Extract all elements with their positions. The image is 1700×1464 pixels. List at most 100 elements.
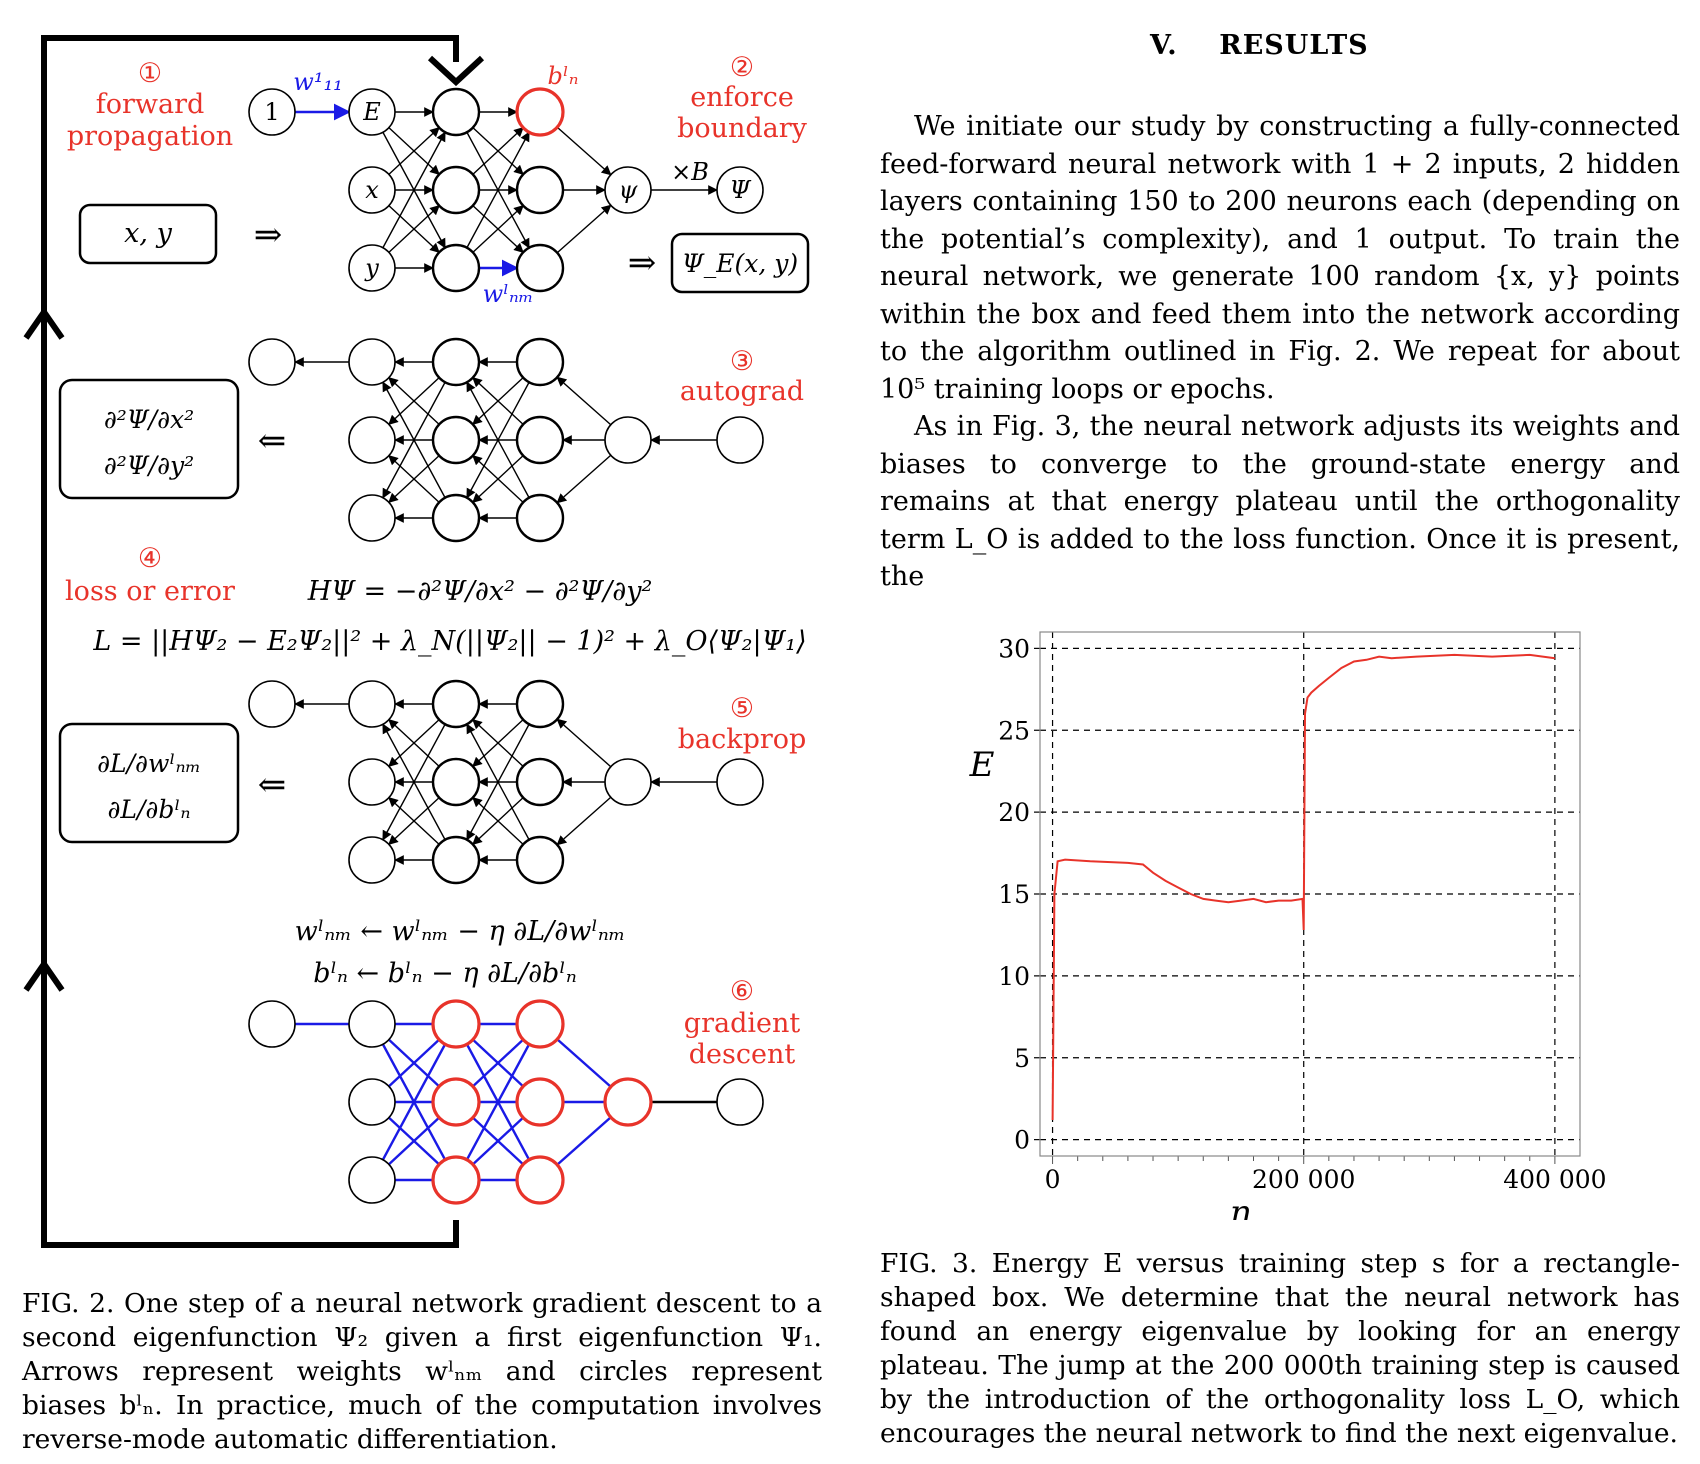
fig2-caption-text: FIG. 2. One step of a neural network gra…: [22, 1288, 822, 1455]
node-input: [348, 836, 396, 884]
node-input: [348, 758, 396, 806]
node-output-label: Ψ: [729, 176, 751, 204]
chart-series: [1051, 653, 1556, 1121]
node-hidden: [431, 493, 481, 543]
y-tick-label: 20: [998, 798, 1030, 827]
y-tick-label: 0: [1014, 1126, 1030, 1155]
chart-ticks: 0 5 10 15 20 25 30 0 200 000 400 000: [998, 634, 1606, 1194]
weight-edge: [556, 204, 612, 254]
node-hidden: [515, 87, 565, 137]
step-1-text-b: propagation: [67, 121, 233, 152]
step-4-number: ④: [138, 543, 162, 574]
node-hidden: [431, 165, 481, 215]
weight-edge: [466, 723, 530, 841]
node-output: [716, 1078, 764, 1126]
equation-L: L = ||HΨ₂ − E₂Ψ₂||² + λ_N(||Ψ₂|| − 1)² +…: [92, 626, 806, 657]
node-hidden: [431, 679, 481, 729]
node-input: [348, 338, 396, 386]
weight-edge: [472, 1038, 524, 1088]
node-hidden: [515, 243, 565, 293]
node-one: [248, 88, 296, 136]
step-3-number: ③: [730, 346, 754, 377]
d2-psi-dx2: ∂²Ψ/∂x²: [104, 405, 194, 434]
paragraph-1: We initiate our study by constructing a …: [880, 111, 1680, 405]
node-hidden: [515, 165, 565, 215]
weight-edge: [556, 376, 612, 426]
section-title: RESULTS: [1219, 30, 1369, 61]
network-gd: [248, 999, 764, 1205]
node-one-label: 1: [264, 98, 279, 126]
weight-edge: [472, 1116, 524, 1166]
node-psi: [604, 166, 652, 214]
equation-H: HΨ = −∂²Ψ/∂x² − ∂²Ψ/∂y²: [307, 576, 653, 607]
step-2-number: ②: [730, 52, 754, 83]
node-input: [248, 338, 296, 386]
inputs-box-text: x, y: [124, 218, 172, 249]
step-1-text-a: forward: [96, 89, 205, 120]
weight-edge: [472, 204, 524, 253]
weight-edge: [388, 455, 440, 504]
weight-edge: [388, 719, 440, 768]
node-hidden: [515, 493, 565, 543]
y-tick-label: 5: [1014, 1044, 1030, 1073]
node-hidden: [431, 243, 481, 293]
node-output: [716, 758, 764, 806]
step-6-text-b: descent: [689, 1039, 796, 1070]
weight-edge: [556, 796, 612, 846]
weight-edge: [381, 1043, 447, 1161]
weight-edge: [472, 377, 524, 426]
dL-dw: ∂L/∂wˡₙₘ: [97, 749, 201, 778]
weight-edge: [388, 204, 440, 253]
step-4-label: ④ loss or error: [65, 543, 235, 607]
node-psi: [604, 416, 652, 464]
fig3-caption-text: FIG. 3. Energy E versus training step s …: [880, 1248, 1680, 1449]
section-number: V.: [1150, 30, 1178, 61]
step-1-number: ①: [138, 58, 162, 89]
step-2-label: ② enforce boundary: [677, 52, 808, 144]
weight-edge: [465, 1043, 531, 1161]
node-input: [348, 1078, 396, 1126]
weight-edge: [472, 797, 524, 846]
node-hidden: [515, 1155, 565, 1205]
node-hidden: [515, 679, 565, 729]
weight-edge: [388, 126, 440, 175]
node-input: [248, 680, 296, 728]
node-x-label: x: [365, 176, 379, 204]
node-hidden: [515, 337, 565, 387]
node-hidden: [515, 1077, 565, 1127]
second-derivative-box: ∂²Ψ/∂x² ∂²Ψ/∂y²: [58, 378, 240, 500]
paragraph-2: As in Fig. 3, the neural network adjusts…: [880, 411, 1680, 592]
x-tick-label: 400 000: [1503, 1165, 1606, 1194]
weight-edge: [466, 131, 530, 249]
fig2-diagram: 1 Ex y ψ Ψ ① forward propagation ② enforce b…: [23, 35, 810, 1248]
chart-xlabel: n: [1230, 1193, 1252, 1220]
weight-edge: [556, 454, 612, 504]
implied-by-arrow-2: ⇐: [258, 765, 287, 805]
node-hidden: [431, 1077, 481, 1127]
node-hidden: [515, 757, 565, 807]
step-2-text-a: enforce: [690, 82, 794, 113]
node-hidden: [431, 835, 481, 885]
node-x: [348, 166, 396, 214]
node-hidden: [431, 999, 481, 1049]
node-E-label: E: [362, 98, 381, 126]
weight-edge: [556, 1116, 612, 1166]
weight-edge: [388, 1116, 440, 1166]
param-derivative-box: ∂L/∂wˡₙₘ ∂L/∂bˡₙ: [58, 722, 240, 844]
step-2-text-b: boundary: [677, 113, 808, 144]
network-auto: [248, 337, 764, 543]
implies-arrow-1: ⇒: [254, 215, 283, 255]
fig3-caption: FIG. 3. Energy E versus training step s …: [880, 1247, 1680, 1451]
weight-edge: [382, 723, 446, 841]
node-input: [348, 1000, 396, 1048]
network-back: [248, 679, 764, 885]
y-tick-label: 30: [998, 634, 1030, 663]
weight-edge: [556, 1038, 612, 1088]
times-B-label: ×B: [671, 158, 709, 186]
node-hidden: [431, 415, 481, 465]
node-hidden: [431, 1155, 481, 1205]
weight-edge: [388, 1038, 440, 1088]
x-tick-label: 0: [1045, 1165, 1061, 1194]
weight-edge: [556, 126, 612, 176]
step-3-label: ③ autograd: [680, 346, 804, 407]
